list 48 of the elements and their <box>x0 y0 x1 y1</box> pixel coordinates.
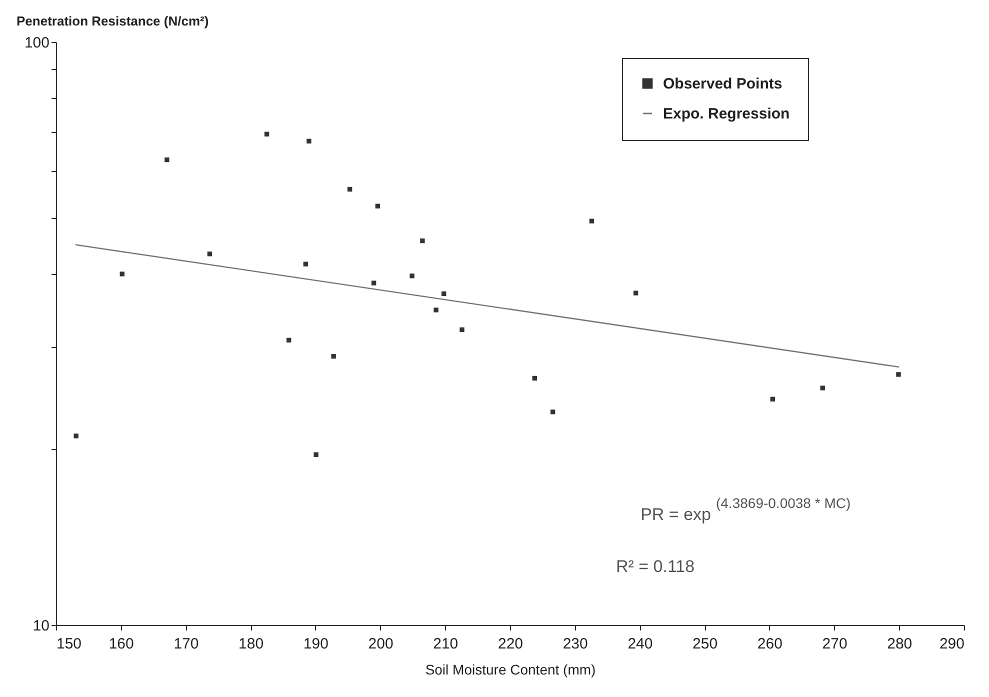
point <box>375 204 380 208</box>
annotation: R² = 0.118 <box>616 557 695 576</box>
point <box>410 274 414 278</box>
x-tick-label: 290 <box>939 636 964 652</box>
point <box>74 434 78 438</box>
y-tick-label: 100 <box>24 34 50 52</box>
x-tick-label: 220 <box>498 636 524 652</box>
annotation: PR = exp(4.3869-0.0038 * MC) <box>640 495 851 524</box>
point <box>264 132 270 136</box>
point <box>896 372 901 377</box>
x-tick-label: 240 <box>628 636 653 652</box>
x-tick-label: 250 <box>692 636 718 652</box>
x-tick-label: 160 <box>108 636 134 652</box>
x-axis-title: Soil Moisture Content (mm) <box>425 662 596 678</box>
point <box>820 386 825 390</box>
point <box>442 291 446 296</box>
point <box>532 376 537 381</box>
point <box>286 338 292 343</box>
x-tick-label: 200 <box>368 636 394 652</box>
point <box>120 272 124 276</box>
x-tick-label: 260 <box>757 636 782 652</box>
point <box>550 410 556 414</box>
legend-label: Expo. Regression <box>663 106 790 122</box>
x-tick-label: 230 <box>562 636 588 652</box>
point <box>347 186 352 192</box>
x-tick-label: 280 <box>887 636 912 652</box>
point <box>460 327 464 332</box>
point <box>420 238 425 244</box>
x-tick-label: 180 <box>238 636 264 652</box>
point <box>371 280 376 286</box>
x-tick-label: 190 <box>303 636 328 652</box>
y-tick-label: 10 <box>32 618 50 634</box>
point <box>434 308 438 312</box>
x-tick-label: 270 <box>822 636 848 652</box>
y-axis-title: Penetration Resistance (N/cm²) <box>16 14 209 28</box>
x-tick-label: 170 <box>174 636 199 652</box>
point <box>331 354 336 359</box>
x-tick-label: 210 <box>433 636 458 652</box>
point <box>589 218 594 224</box>
point <box>306 138 312 144</box>
x-tick-label: 150 <box>56 636 82 652</box>
point <box>770 396 776 402</box>
point <box>314 452 318 457</box>
legend-label: Observed Points <box>663 76 782 92</box>
point <box>164 157 170 162</box>
point <box>303 262 308 266</box>
point <box>633 290 638 296</box>
point <box>207 252 212 256</box>
